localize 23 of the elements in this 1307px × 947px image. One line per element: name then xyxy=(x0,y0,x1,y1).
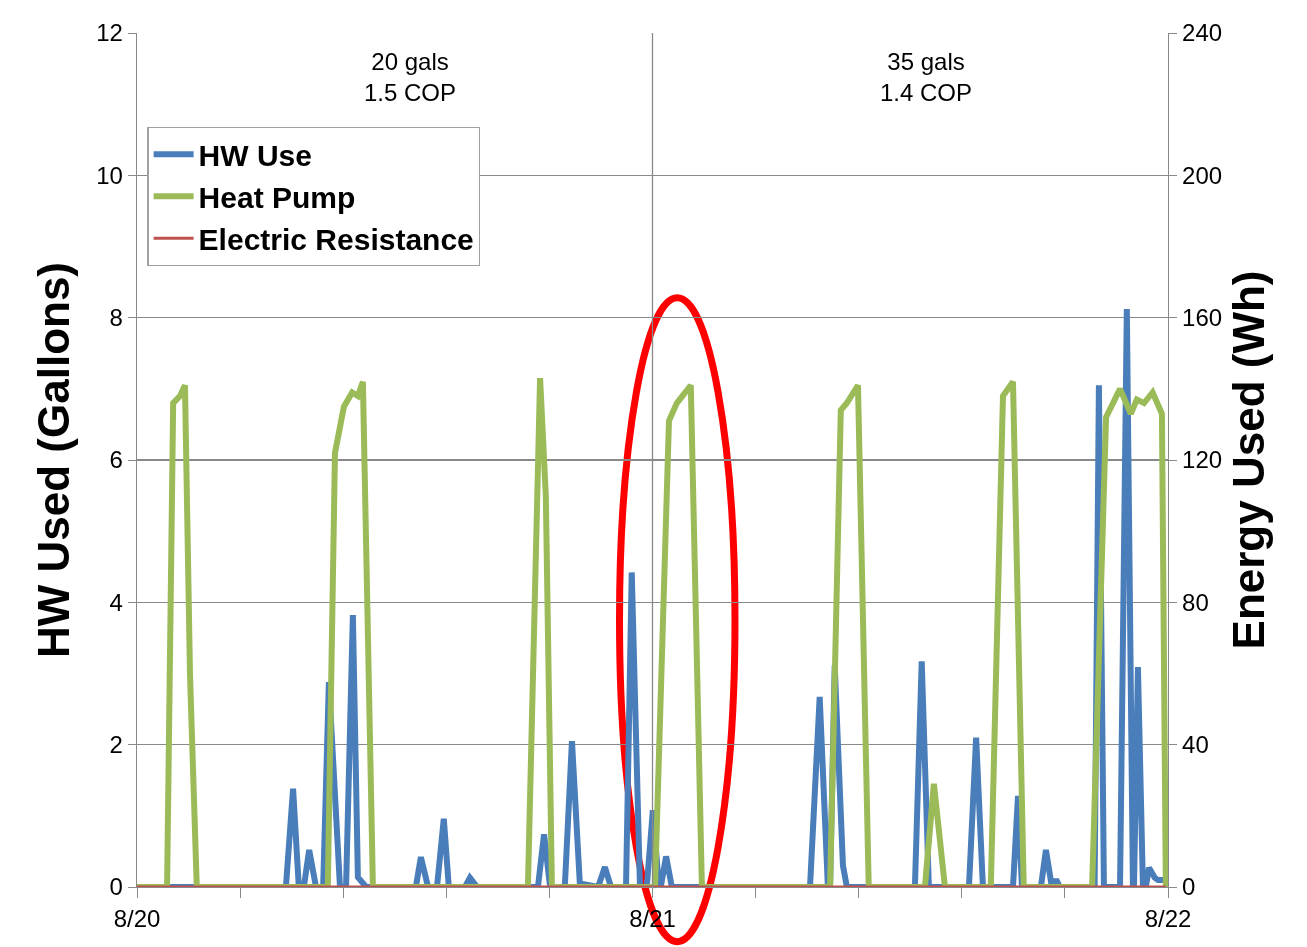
y-tick-label: 12 xyxy=(96,19,123,47)
y2-tick-label: 80 xyxy=(1182,588,1209,616)
y2-tick-label: 120 xyxy=(1182,446,1223,474)
legend-label: Heat Pump xyxy=(198,180,356,214)
legend-label: HW Use xyxy=(198,138,312,172)
x-tick-label: 8/22 xyxy=(1144,905,1192,933)
y2-tick-label: 200 xyxy=(1182,161,1223,189)
y2-tick-label: 0 xyxy=(1182,873,1196,901)
y-tick-label: 4 xyxy=(109,588,123,616)
legend-label: Electric Resistance xyxy=(198,222,474,256)
y-tick-label: 10 xyxy=(96,161,123,189)
y-tick-label: 6 xyxy=(109,446,123,474)
y-tick-label: 0 xyxy=(109,873,123,901)
y-axis-title: HW Used (Gallons) xyxy=(29,261,79,659)
y2-axis-title: Energy Used (Wh) xyxy=(1224,270,1274,650)
y2-tick-label: 240 xyxy=(1182,19,1223,47)
y-tick-label: 2 xyxy=(109,731,123,759)
y-tick-label: 8 xyxy=(109,304,123,332)
annotation: 35 gals 1.4 COP xyxy=(880,48,973,107)
y2-tick-label: 40 xyxy=(1182,731,1209,759)
x-tick-label: 8/20 xyxy=(113,905,161,933)
y2-tick-label: 160 xyxy=(1182,304,1223,332)
annotation: 20 gals 1.5 COP xyxy=(364,48,457,107)
